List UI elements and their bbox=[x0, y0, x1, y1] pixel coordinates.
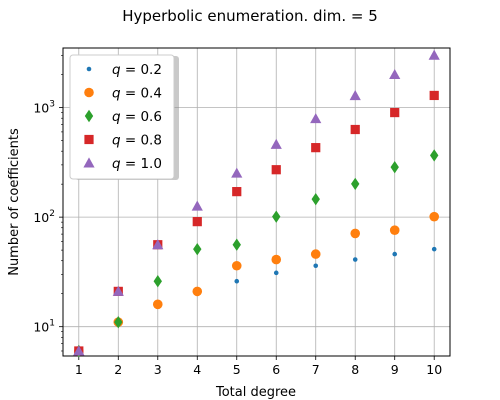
data-point bbox=[349, 89, 361, 101]
x-tick-label: 7 bbox=[312, 362, 320, 377]
data-point bbox=[271, 165, 281, 175]
series-1 bbox=[73, 211, 440, 356]
data-point bbox=[351, 177, 360, 191]
y-axis-label: Number of coefficients bbox=[7, 128, 22, 276]
series-2 bbox=[74, 149, 439, 358]
legend-entry-label: q = 0.8 bbox=[112, 133, 162, 149]
data-point bbox=[311, 143, 321, 153]
legend-marker bbox=[84, 87, 94, 98]
data-point bbox=[232, 187, 242, 197]
x-tick-label: 10 bbox=[426, 362, 442, 377]
data-point bbox=[152, 299, 163, 310]
data-point bbox=[232, 238, 241, 251]
data-point bbox=[430, 149, 439, 162]
data-point bbox=[389, 68, 401, 80]
series-4 bbox=[73, 49, 440, 356]
data-point bbox=[112, 285, 124, 296]
data-point bbox=[231, 260, 242, 271]
legend-marker bbox=[84, 109, 94, 123]
data-point bbox=[350, 124, 360, 135]
data-point bbox=[272, 210, 281, 223]
data-point bbox=[352, 257, 358, 262]
y-axis-ticks: 101 102 103 bbox=[33, 55, 63, 352]
legend-entry-label: q = 0.2 bbox=[112, 62, 162, 78]
data-point bbox=[390, 160, 399, 174]
data-point bbox=[73, 345, 85, 356]
x-tick-label: 1 bbox=[75, 362, 83, 377]
data-point bbox=[192, 286, 203, 297]
data-point bbox=[191, 200, 203, 211]
legend-box bbox=[69, 54, 175, 180]
data-point bbox=[429, 211, 440, 222]
y-tick-label: 103 bbox=[33, 100, 55, 116]
data-point bbox=[350, 228, 361, 239]
data-point bbox=[193, 242, 202, 256]
legend: q = 0.2 q = 0.4 q = 0.6 q = 0.8 q = 1.0 bbox=[69, 54, 179, 180]
data-point bbox=[431, 246, 437, 252]
x-tick-label: 8 bbox=[351, 362, 359, 377]
data-point bbox=[234, 278, 240, 284]
data-point bbox=[152, 239, 164, 250]
x-axis-ticks: 1 2 3 4 5 6 7 8 9 10 bbox=[75, 356, 442, 377]
data-point bbox=[192, 217, 202, 227]
x-tick-label: 4 bbox=[193, 362, 201, 377]
data-point bbox=[273, 270, 279, 276]
data-point bbox=[389, 225, 400, 235]
legend-entry-label: q = 1.0 bbox=[112, 156, 162, 172]
x-tick-label: 5 bbox=[233, 362, 241, 377]
data-point bbox=[429, 90, 439, 101]
legend-marker bbox=[83, 157, 95, 168]
series-0 bbox=[76, 246, 437, 354]
data-point bbox=[392, 251, 398, 257]
y-tick-label: 102 bbox=[33, 209, 55, 225]
y-tick-label: 101 bbox=[33, 319, 55, 335]
x-tick-label: 3 bbox=[154, 362, 162, 377]
data-point bbox=[270, 138, 282, 149]
x-tick-label: 9 bbox=[391, 362, 399, 377]
x-tick-label: 6 bbox=[272, 362, 280, 377]
data-point bbox=[313, 263, 319, 269]
data-point bbox=[310, 113, 322, 124]
plot-frame bbox=[62, 47, 451, 357]
data-point bbox=[311, 192, 320, 206]
data-point bbox=[231, 167, 243, 178]
data-point bbox=[390, 107, 400, 118]
chart-title: Hyperbolic enumeration. dim. = 5 bbox=[122, 7, 378, 25]
legend-entry-label: q = 0.6 bbox=[112, 109, 162, 125]
data-point bbox=[310, 249, 321, 259]
data-point bbox=[428, 49, 440, 60]
legend-marker bbox=[84, 134, 94, 145]
data-markers bbox=[73, 49, 440, 358]
data-point bbox=[114, 315, 123, 329]
x-axis-label: Total degree bbox=[215, 385, 296, 400]
data-point bbox=[153, 275, 162, 288]
data-point bbox=[271, 254, 282, 265]
legend-entry-label: q = 0.4 bbox=[112, 86, 162, 102]
legend-marker bbox=[86, 66, 92, 72]
x-tick-label: 2 bbox=[114, 362, 122, 377]
